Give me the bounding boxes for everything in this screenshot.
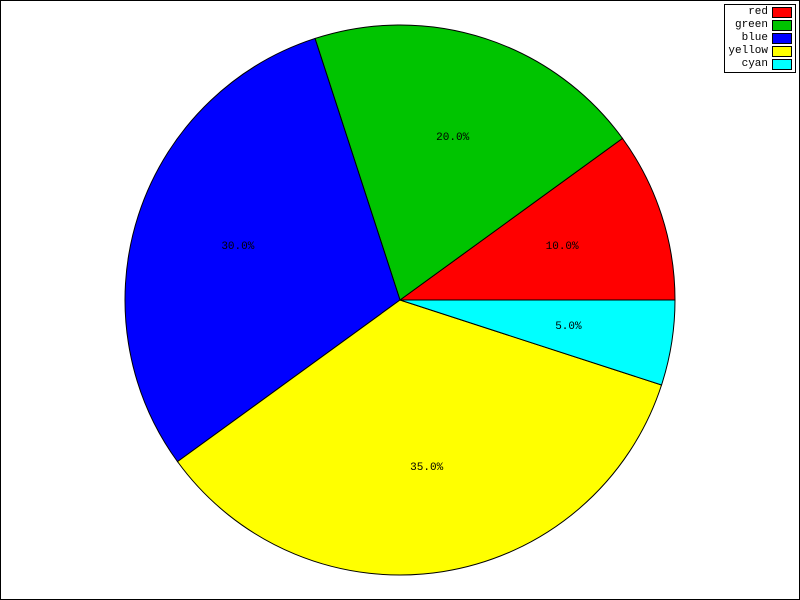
legend-label: blue bbox=[742, 32, 768, 45]
legend-swatch bbox=[772, 7, 792, 18]
legend-swatch bbox=[772, 46, 792, 57]
legend: redgreenblueyellowcyan bbox=[724, 4, 796, 73]
pie-chart-svg bbox=[0, 0, 800, 600]
legend-item-red: red bbox=[728, 6, 792, 19]
legend-label: yellow bbox=[728, 45, 768, 58]
legend-item-blue: blue bbox=[728, 32, 792, 45]
legend-label: green bbox=[735, 19, 768, 32]
pie-chart: redgreenblueyellowcyan 10.0%20.0%30.0%35… bbox=[0, 0, 800, 600]
legend-item-cyan: cyan bbox=[728, 58, 792, 71]
legend-label: red bbox=[748, 6, 768, 19]
legend-item-green: green bbox=[728, 19, 792, 32]
legend-item-yellow: yellow bbox=[728, 45, 792, 58]
legend-label: cyan bbox=[742, 58, 768, 71]
legend-swatch bbox=[772, 33, 792, 44]
legend-swatch bbox=[772, 59, 792, 70]
legend-swatch bbox=[772, 20, 792, 31]
